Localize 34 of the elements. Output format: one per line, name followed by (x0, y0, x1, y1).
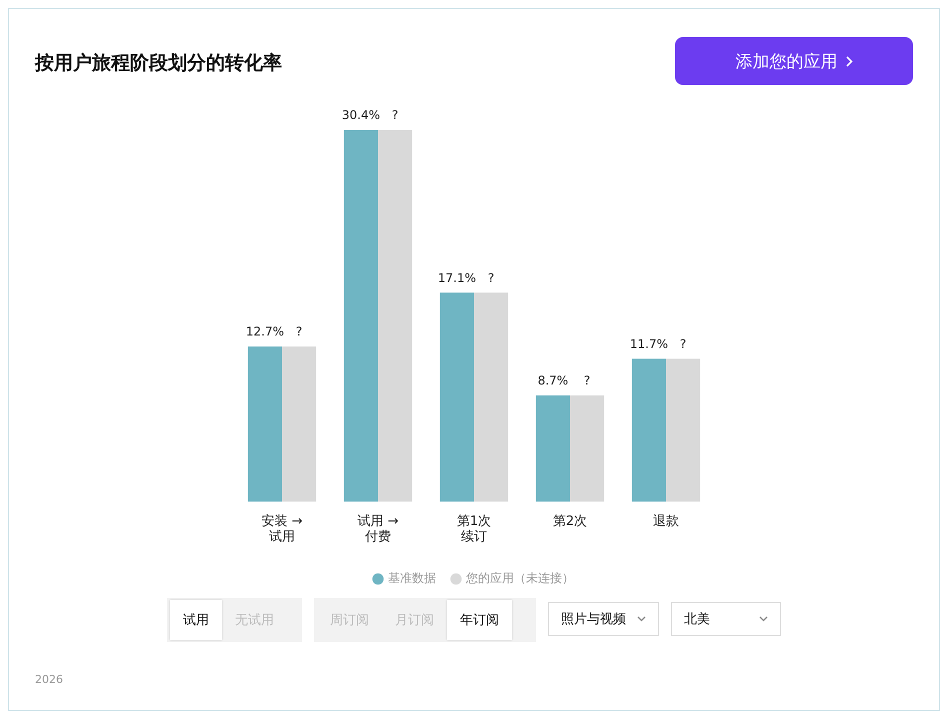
text: 试用 (170, 600, 222, 640)
x-tick-label: 安装 → 试用 (261, 512, 303, 545)
x-tick-label: 第2次 (552, 514, 588, 529)
legend-label: 您的应用（未连接） (465, 571, 574, 586)
data-label: ? (488, 270, 494, 285)
x-tick-label: 第1次续订 (456, 514, 492, 545)
bar (282, 346, 316, 502)
data-label: 12.7% (246, 324, 284, 339)
bar (378, 130, 412, 502)
x-tick-label: 试用 → 付费 (357, 514, 399, 545)
chart-title: 按用户旅程阶段划分的转化率 (35, 51, 282, 76)
data-label: 30.4% (342, 108, 380, 122)
data-label: ? (392, 108, 398, 122)
bar (666, 358, 700, 502)
data-label: 11.7% (630, 336, 668, 351)
bar (632, 358, 666, 502)
bar (440, 292, 474, 502)
data-label: 17.1% (438, 270, 476, 285)
text: 北美 (684, 611, 710, 628)
text: 年订阅 (447, 600, 512, 640)
bar (474, 292, 508, 502)
text: 添加您的应用 (736, 50, 838, 72)
data-label: ? (680, 336, 686, 351)
x-tick-label: 退款 (653, 514, 679, 529)
data-label: ? (584, 374, 590, 388)
legend-label: 基准数据 (388, 571, 436, 586)
text: 2026 (35, 673, 63, 686)
bar (536, 395, 570, 502)
bar (248, 346, 282, 502)
bar (570, 395, 604, 502)
bar (344, 130, 378, 502)
text: 照片与视频 (561, 611, 626, 628)
data-label: 8.7% (538, 374, 568, 388)
data-label: ? (296, 324, 302, 339)
